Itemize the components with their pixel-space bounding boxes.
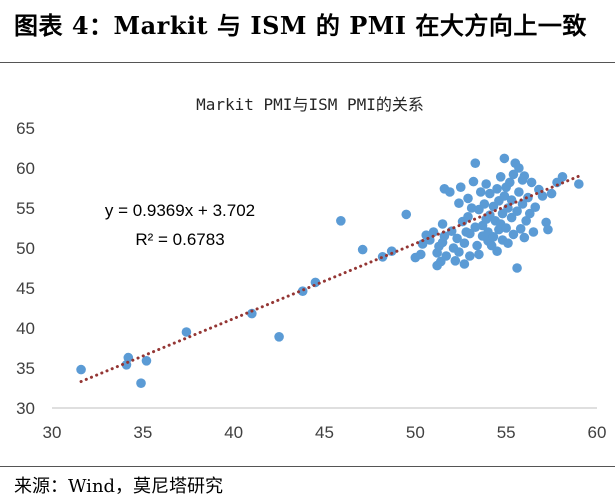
data-point [463,193,473,204]
x-tick-label: 40 [224,423,243,442]
data-point [463,212,473,222]
data-point [519,232,530,243]
data-point [514,187,524,197]
data-point [506,212,517,223]
data-point [519,171,530,181]
data-point [492,246,502,256]
data-point [336,216,346,226]
data-point [465,228,475,239]
scatter-chart: Markit PMI与ISM PMI的关系 30 35 40 45 50 55 60 65 3… [16,95,607,442]
data-point [357,244,368,255]
data-point [512,206,522,216]
x-tick-label: 55 [497,423,516,442]
trendline [79,174,581,384]
y-tick-label: 60 [16,159,35,178]
data-point [488,232,499,242]
top-rule [0,62,615,63]
data-point [543,224,553,235]
y-tick-label: 55 [16,199,35,218]
y-tick-label: 35 [16,359,35,378]
data-point [470,158,481,168]
data-point [495,172,506,182]
data-point [459,259,470,269]
data-point [274,332,284,342]
data-point [524,208,535,219]
data-point [546,188,557,199]
data-point [417,239,428,249]
data-point [437,219,448,229]
data-point [501,223,511,233]
data-point [441,251,452,261]
data-point [475,187,486,197]
data-point [512,263,522,273]
y-tick-label: 40 [16,319,35,338]
data-point [141,356,152,366]
data-point [465,251,475,261]
data-point [557,172,568,182]
data-point [428,227,439,237]
data-point [479,199,490,209]
data-point [474,249,484,260]
data-point [521,216,531,226]
x-tick-labels: 30 35 40 45 50 55 60 [43,423,607,442]
data-point [76,364,86,375]
chart-title: Markit PMI与ISM PMI的关系 [196,95,424,114]
data-point [123,352,134,363]
data-point [452,233,462,244]
figure-title: 图表 4：Markit 与 ISM 的 PMI 在大方向上一致 [14,11,587,40]
data-point [514,163,524,173]
data-point [439,231,450,241]
data-point [415,249,426,260]
data-point [506,195,517,205]
x-tick-label: 50 [406,423,425,442]
data-point [466,203,477,213]
figure-source: 来源：Wind，莫尼塔研究 [14,476,224,497]
data-point [459,238,470,248]
data-point [485,188,495,199]
y-tick-labels: 30 35 40 45 50 55 60 65 [16,119,35,418]
data-point [492,184,502,194]
data-point [503,238,513,248]
data-point [528,227,539,237]
x-tick-label: 30 [43,423,62,442]
data-point [401,209,412,220]
data-point [297,286,308,297]
x-tick-label: 60 [588,423,607,442]
data-point [541,217,551,228]
data-point [472,240,482,251]
x-tick-label: 35 [133,423,152,442]
data-point [537,191,548,201]
data-point [515,224,526,234]
data-point [470,222,481,232]
data-point [181,327,192,337]
data-point [455,182,466,192]
data-point [499,153,510,164]
data-point [445,187,455,197]
y-tick-label: 65 [16,119,35,138]
data-point [530,202,541,212]
data-point [505,177,515,188]
r-squared-label: R² = 0.6783 [135,230,224,249]
x-tick-label: 45 [315,423,334,442]
data-point [517,199,528,209]
data-point [136,378,146,389]
data-points [76,153,584,389]
y-tick-label: 50 [16,239,35,258]
data-point [454,198,464,208]
trendline-equation: y = 0.9369x + 3.702 [105,201,255,220]
data-point [499,191,510,201]
data-point [574,179,584,189]
data-point [481,179,491,189]
y-tick-label: 45 [16,279,35,298]
bottom-rule [0,466,615,467]
y-tick-label: 30 [16,399,35,418]
data-point [386,246,397,256]
data-point [247,308,257,319]
data-point [526,177,537,188]
data-point [508,229,519,240]
data-point [450,255,461,266]
data-point [468,176,479,187]
data-point [508,169,519,180]
data-point [454,247,464,257]
